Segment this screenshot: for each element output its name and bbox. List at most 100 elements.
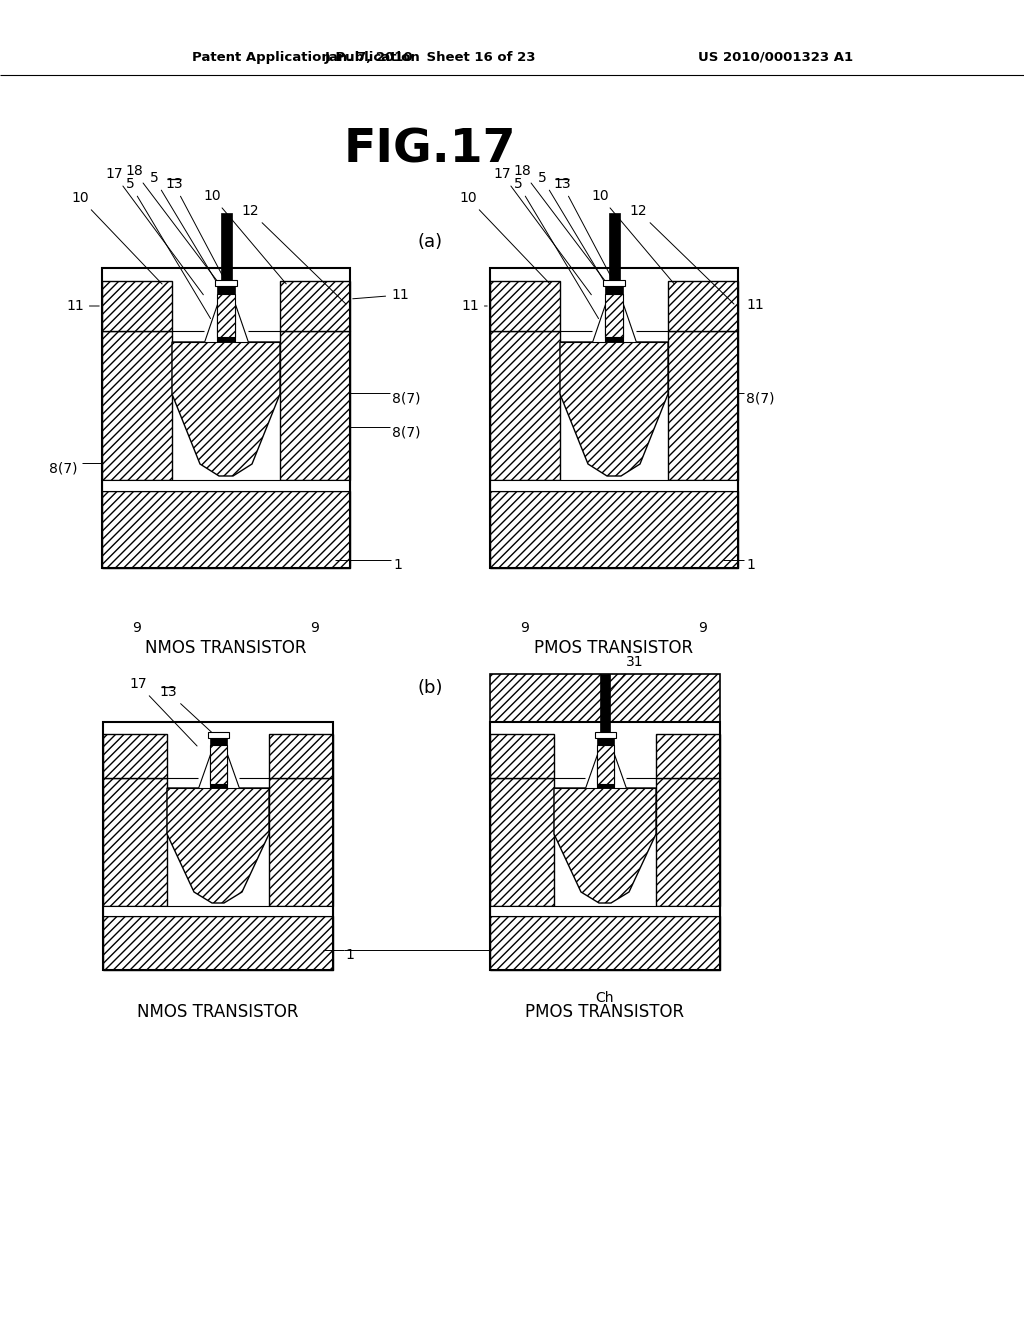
Bar (490, 906, 720, 916)
Bar (221, 213, 232, 280)
Bar (490, 916, 720, 970)
Bar (217, 337, 234, 342)
Bar (600, 675, 610, 733)
Text: Ch: Ch (596, 991, 614, 1005)
Bar (102, 491, 350, 568)
Bar (280, 331, 350, 480)
Polygon shape (623, 304, 636, 342)
Polygon shape (204, 304, 217, 342)
Bar (103, 777, 167, 906)
Text: 10: 10 (459, 191, 550, 284)
Polygon shape (167, 788, 269, 903)
Text: 8(7): 8(7) (392, 391, 421, 405)
Bar (597, 738, 614, 744)
Bar (102, 268, 350, 568)
Bar (102, 480, 350, 491)
Text: Patent Application Publication: Patent Application Publication (193, 50, 420, 63)
Text: FIG.17: FIG.17 (344, 128, 516, 173)
Bar (210, 738, 227, 744)
Text: (a): (a) (418, 234, 442, 251)
Text: 18: 18 (513, 164, 610, 288)
Bar (490, 675, 720, 722)
Text: 8(7): 8(7) (746, 391, 774, 405)
Text: 9: 9 (698, 620, 708, 635)
Text: NMOS TRANSISTOR: NMOS TRANSISTOR (137, 1003, 299, 1020)
Bar (215, 280, 237, 286)
Bar (103, 734, 167, 777)
Bar (597, 744, 614, 784)
Text: 5: 5 (514, 177, 599, 318)
Bar (103, 722, 333, 970)
Text: NMOS TRANSISTOR: NMOS TRANSISTOR (145, 639, 307, 657)
Bar (210, 784, 227, 788)
Bar (490, 268, 738, 568)
Bar (597, 784, 614, 788)
Bar (668, 331, 738, 480)
Text: 11: 11 (746, 298, 764, 312)
Bar (490, 734, 554, 777)
Bar (102, 331, 172, 480)
Bar (609, 213, 620, 280)
Text: 1: 1 (393, 558, 401, 572)
Bar (490, 722, 720, 970)
Text: 13: 13 (159, 685, 218, 738)
Text: 12: 12 (629, 205, 734, 304)
Text: 9: 9 (310, 620, 319, 635)
Bar (210, 744, 227, 784)
Polygon shape (560, 342, 668, 477)
Text: US 2010/0001323 A1: US 2010/0001323 A1 (698, 50, 853, 63)
Bar (605, 337, 623, 342)
Bar (668, 281, 738, 331)
Text: 18: 18 (125, 164, 222, 288)
Bar (217, 294, 234, 337)
Bar (490, 777, 554, 906)
Bar (103, 906, 333, 916)
Bar (208, 733, 229, 738)
Text: 5: 5 (150, 172, 239, 318)
Bar (102, 281, 172, 331)
Bar (217, 286, 234, 294)
Text: 10: 10 (203, 189, 286, 284)
Text: 8(7): 8(7) (49, 461, 78, 475)
Bar (603, 280, 625, 286)
Text: 10: 10 (72, 191, 162, 284)
Text: 11: 11 (67, 300, 99, 313)
Bar (605, 286, 623, 294)
Text: 1: 1 (746, 558, 755, 572)
Bar (103, 916, 333, 970)
Text: 12: 12 (242, 205, 346, 304)
Polygon shape (198, 754, 210, 788)
Text: 17: 17 (105, 168, 204, 294)
Text: PMOS TRANSISTOR: PMOS TRANSISTOR (535, 639, 693, 657)
Text: 9: 9 (132, 620, 141, 635)
Text: 17: 17 (129, 677, 197, 746)
Polygon shape (592, 304, 605, 342)
Bar (595, 733, 616, 738)
Bar (656, 777, 720, 906)
Bar (605, 294, 623, 337)
Bar (490, 491, 738, 568)
Text: 10: 10 (591, 189, 674, 284)
Bar (269, 777, 333, 906)
Text: PMOS TRANSISTOR: PMOS TRANSISTOR (525, 1003, 685, 1020)
Text: 11: 11 (461, 300, 487, 313)
Bar (490, 331, 560, 480)
Polygon shape (234, 304, 248, 342)
Polygon shape (554, 788, 656, 903)
Text: 8(7): 8(7) (392, 425, 421, 440)
Polygon shape (172, 342, 280, 477)
Text: 31: 31 (607, 655, 644, 696)
Text: 13: 13 (553, 177, 615, 285)
Text: 5: 5 (538, 172, 627, 318)
Text: 5: 5 (126, 177, 211, 318)
Text: 1: 1 (345, 948, 354, 962)
Bar (656, 734, 720, 777)
Polygon shape (585, 754, 597, 788)
Polygon shape (227, 754, 239, 788)
Bar (269, 734, 333, 777)
Text: Jan. 7, 2010   Sheet 16 of 23: Jan. 7, 2010 Sheet 16 of 23 (325, 50, 536, 63)
Text: 9: 9 (520, 620, 529, 635)
Polygon shape (614, 754, 626, 788)
Text: (b): (b) (417, 678, 442, 697)
Text: 17: 17 (494, 168, 591, 294)
